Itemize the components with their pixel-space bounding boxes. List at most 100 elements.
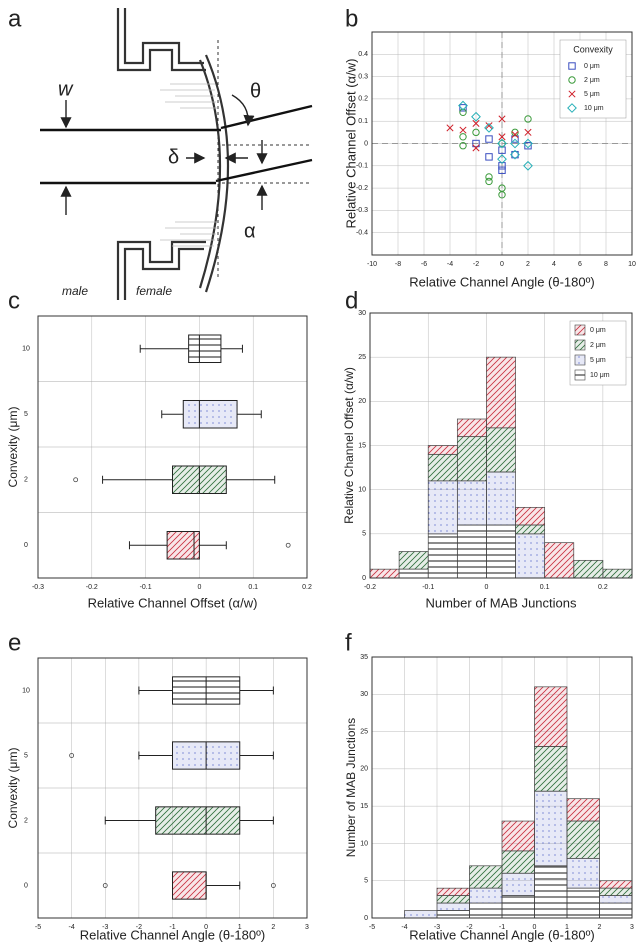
point [511,150,519,159]
y-tick-label: 25 [360,728,368,735]
outlier [69,753,75,758]
x-axis-label: Relative Channel Angle (θ-180º) [80,927,265,942]
plot-frame [369,312,633,579]
bar [427,445,458,455]
bar [427,453,458,482]
point [511,128,519,137]
bar [486,471,516,526]
bar [427,480,458,535]
y-tick-label: 20 [360,766,368,773]
legend-label: 2 μm [584,77,600,84]
x-tick-label: 3 [630,924,634,931]
point [459,126,467,134]
x-tick-label: 0.1 [540,584,550,591]
bar [398,551,429,570]
y-tick-label: -0.1 [356,163,368,170]
bar [501,820,535,852]
y-tick-label: 20 [358,398,366,405]
bar [515,524,546,535]
point [458,100,468,111]
box [166,530,200,560]
x-tick-label: -8 [395,261,401,268]
female-wall [215,158,313,183]
label-male: male [62,284,88,298]
female-bottom-outer [116,240,206,300]
x-tick-label: -4 [447,261,453,268]
legend-label: 5 μm [590,357,606,364]
box [172,871,207,900]
bar [486,427,516,473]
x-tick-label: 2 [271,924,275,931]
bar [544,542,575,579]
bar [501,895,535,919]
legend-label: 0 μm [590,327,606,334]
y-tick-label: 10 [358,487,366,494]
x-axis-label: Relative Channel Offset (α/w) [88,595,258,610]
bar [566,887,600,919]
x-axis-label: Number of MAB Junctions [425,595,577,610]
point [472,139,480,148]
point [523,160,533,171]
point [485,173,493,181]
legend-label: 10 μm [584,105,604,112]
point [485,122,493,130]
y-tick-label: 15 [358,442,366,449]
bar [427,533,458,579]
y-tick-label: 25 [358,354,366,361]
x-tick-label: -3 [434,924,440,931]
bar [599,880,633,889]
point [497,138,507,149]
x-tick-label: -5 [369,924,375,931]
x-tick-label: 10 [628,261,636,268]
point [498,139,506,148]
x-tick-label: 0.2 [302,584,312,591]
bar [486,356,516,429]
bar [534,686,568,747]
point [484,122,494,133]
y-axis-label: Convexity (μm) [6,748,20,829]
bar [534,746,568,792]
outlier [285,542,291,548]
female-wall [220,104,313,130]
legend-swatch [574,354,586,366]
box [182,399,238,429]
x-tick-label: -5 [35,924,41,931]
x-tick-label: 2 [526,261,530,268]
y-tick-label: 2 [24,477,28,484]
point [510,149,520,160]
y-tick-label: 30 [360,691,368,698]
plot-frame [37,315,308,579]
bar [573,559,604,579]
x-tick-label: 0 [197,584,201,591]
y-tick-label: 0.4 [358,51,368,58]
panel-label: c [8,287,20,314]
point [524,115,532,123]
x-tick-label: 6 [578,261,582,268]
x-tick-label: -0.1 [140,584,152,591]
y-tick-label: 0.2 [358,96,368,103]
y-tick-label: -0.4 [356,230,368,237]
bar [486,524,516,579]
point [472,119,480,127]
point [485,135,493,143]
bar [501,872,535,896]
bar [566,857,600,889]
point [498,184,506,192]
y-tick-label: 15 [360,803,368,810]
point [485,153,493,161]
point [498,166,506,174]
legend-label: 0 μm [584,63,600,70]
legend-title: Convexity [573,44,613,54]
legend-swatch [574,324,586,336]
box [188,334,222,364]
plot-frame [37,657,308,919]
legend-marker [568,62,576,70]
bar [436,887,470,896]
x-tick-label: 0 [500,261,504,268]
point [511,131,519,139]
y-axis-label: Relative Channel Offset (α/w) [343,59,358,229]
x-tick-label: -1 [169,924,175,931]
point [472,144,480,152]
x-tick-label: 0 [204,924,208,931]
